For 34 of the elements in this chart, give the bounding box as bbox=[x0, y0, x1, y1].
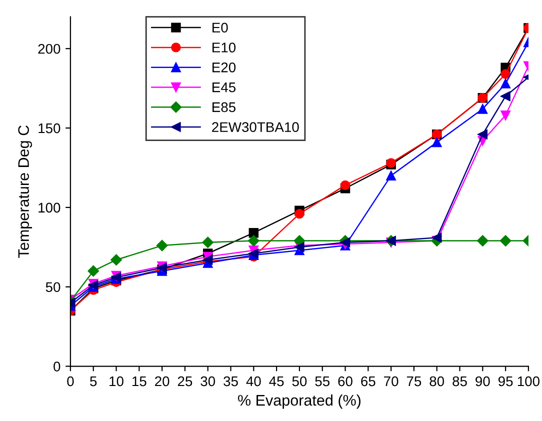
x-tick-label: 50 bbox=[292, 376, 307, 386]
legend-label: E45 bbox=[212, 82, 236, 92]
y-tick-label: 200 bbox=[38, 44, 60, 54]
legend-label: E20 bbox=[212, 62, 236, 72]
legend-label: E10 bbox=[212, 42, 236, 52]
x-tick-label: 100 bbox=[518, 376, 540, 386]
x-tick-label: 95 bbox=[498, 376, 513, 386]
x-axis-title: % Evaporated (%) bbox=[238, 394, 360, 409]
x-tick-label: 20 bbox=[155, 376, 170, 386]
x-tick-label: 35 bbox=[224, 376, 238, 386]
y-axis-title: Temperature Deg C bbox=[18, 125, 32, 258]
x-tick-label: 70 bbox=[384, 376, 398, 386]
x-tick-label: 55 bbox=[315, 376, 330, 386]
legend-label: E0 bbox=[212, 22, 228, 33]
x-tick-label: 40 bbox=[246, 376, 261, 386]
x-tick-label: 15 bbox=[132, 376, 146, 386]
x-tick-label: 60 bbox=[338, 376, 352, 386]
legend-label: E85 bbox=[212, 102, 236, 112]
x-tick-label: 45 bbox=[269, 376, 284, 386]
y-tick-label: 50 bbox=[46, 282, 60, 292]
x-tick-label: 65 bbox=[361, 376, 376, 386]
x-tick-label: 0 bbox=[67, 376, 74, 386]
y-tick-label: 0 bbox=[54, 362, 60, 372]
y-tick-label: 150 bbox=[38, 123, 60, 134]
x-tick-label: 90 bbox=[476, 376, 490, 386]
x-tick-label: 10 bbox=[110, 376, 124, 386]
legend-label: 2EW30TBA10 bbox=[212, 122, 299, 132]
x-tick-label: 25 bbox=[178, 376, 192, 386]
x-tick-label: 75 bbox=[406, 376, 422, 386]
x-tick-label: 5 bbox=[90, 376, 97, 386]
x-tick-label: 85 bbox=[452, 376, 467, 386]
x-tick-label: 80 bbox=[430, 376, 444, 386]
x-tick-label: 30 bbox=[200, 376, 216, 386]
y-tick-label: 100 bbox=[38, 202, 60, 213]
